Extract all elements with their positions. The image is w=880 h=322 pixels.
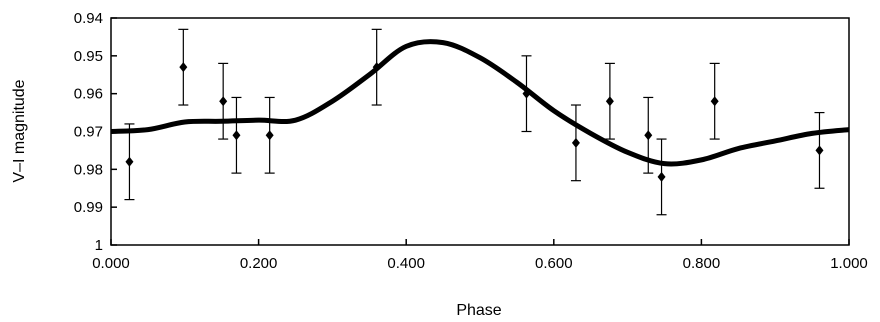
x-tick-label: 0.400 bbox=[387, 255, 425, 272]
point-marker bbox=[522, 88, 531, 99]
data-point bbox=[709, 62, 720, 140]
point-marker bbox=[571, 137, 580, 148]
data-point bbox=[521, 55, 532, 133]
point-marker bbox=[265, 130, 274, 141]
point-marker bbox=[815, 145, 824, 156]
point-marker bbox=[605, 96, 614, 107]
point-marker bbox=[644, 130, 653, 141]
point-marker bbox=[125, 156, 134, 167]
y-tick-label: 0.98 bbox=[74, 161, 103, 178]
x-axis-label: Phase bbox=[456, 302, 501, 319]
point-marker bbox=[657, 171, 666, 182]
x-tick-label: 0.800 bbox=[683, 255, 721, 272]
x-tick-label: 0.000 bbox=[92, 255, 130, 272]
tick-marks bbox=[110, 17, 850, 246]
point-marker bbox=[219, 96, 228, 107]
y-axis-label: V–I magnitude bbox=[11, 79, 28, 182]
data-point bbox=[604, 62, 615, 140]
data-point bbox=[814, 111, 825, 189]
tick-labels: 0.000 0.200 0.400 0.600 0.800 1.000 0.94 0.95 0.… bbox=[74, 10, 868, 272]
y-tick-label: 0.97 bbox=[74, 124, 103, 141]
data-point bbox=[231, 96, 242, 174]
data-point bbox=[656, 138, 667, 216]
x-tick-label: 0.200 bbox=[240, 255, 278, 272]
data-point bbox=[643, 96, 654, 174]
point-marker bbox=[232, 130, 241, 141]
y-tick-label: 0.96 bbox=[74, 86, 103, 103]
data-point bbox=[178, 28, 189, 106]
plot-frame bbox=[110, 17, 850, 246]
model-curve bbox=[110, 39, 850, 167]
x-tick-label: 0.600 bbox=[535, 255, 573, 272]
data-point bbox=[218, 62, 229, 140]
y-tick-label: 1 bbox=[95, 237, 103, 254]
y-tick-label: 0.94 bbox=[74, 10, 103, 27]
y-tick-label: 0.95 bbox=[74, 48, 103, 65]
data-point bbox=[264, 96, 275, 174]
data-points bbox=[124, 28, 825, 216]
data-point bbox=[124, 123, 135, 201]
model-curve-line bbox=[110, 39, 850, 167]
data-point bbox=[371, 28, 382, 106]
point-marker bbox=[710, 96, 719, 107]
x-tick-label: 1.000 bbox=[830, 255, 868, 272]
point-marker bbox=[372, 62, 381, 73]
data-point bbox=[570, 104, 581, 182]
point-marker bbox=[179, 62, 188, 73]
y-tick-label: 0.99 bbox=[74, 199, 103, 216]
